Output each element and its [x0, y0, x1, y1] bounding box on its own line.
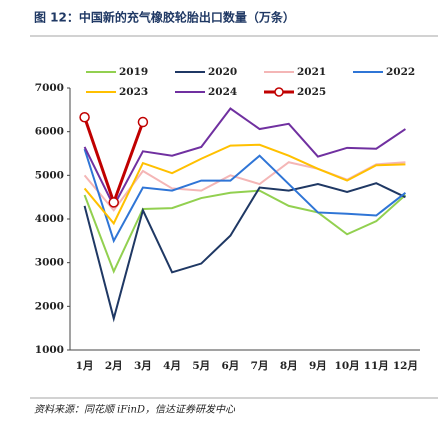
chart-title: 图 12：中国新的充气橡胶轮胎出口数量（万条）	[34, 10, 295, 25]
series-line	[83, 143, 406, 226]
y-tick-label: 4000	[35, 213, 64, 225]
x-tick-label: 8月	[280, 360, 298, 372]
x-tick-label: 4月	[163, 360, 181, 372]
legend-label: 2022	[386, 66, 415, 78]
x-tick-label: 7月	[251, 360, 269, 372]
legend-label: 2024	[208, 86, 237, 98]
legend-label: 2023	[119, 86, 148, 98]
y-tick-label: 1000	[35, 344, 64, 356]
point-marker	[79, 112, 90, 123]
series-line	[83, 189, 407, 274]
point-marker	[108, 197, 119, 208]
x-tick-label: 6月	[222, 360, 240, 372]
point-marker	[137, 116, 149, 128]
y-tick-label: 6000	[35, 126, 64, 138]
legend-marker	[274, 87, 284, 97]
x-tick-label: 1月	[76, 360, 94, 372]
x-tick-label: 10月	[335, 360, 360, 372]
legend-label: 2025	[297, 86, 326, 98]
x-tick-label: 3月	[134, 360, 152, 372]
series-line	[83, 182, 406, 323]
legend-label: 2021	[297, 66, 326, 78]
y-tick-label: 3000	[35, 257, 64, 269]
y-tick-label: 2000	[35, 300, 64, 312]
legend-label: 2020	[208, 66, 237, 78]
x-tick-label: 12月	[393, 360, 418, 372]
series-line	[83, 116, 145, 207]
x-tick-label: 2月	[105, 360, 123, 372]
y-tick-label: 5000	[35, 169, 64, 181]
series-line	[83, 107, 406, 209]
series-line	[83, 148, 407, 244]
x-tick-label: 9月	[309, 360, 327, 372]
legend-label: 2019	[119, 66, 148, 78]
y-tick-label: 7000	[35, 82, 64, 94]
source-note: 资料来源：同花顺 iFinD，信达证券研发中心	[34, 404, 236, 416]
x-tick-label: 5月	[192, 360, 210, 372]
x-tick-label: 11月	[364, 360, 389, 372]
